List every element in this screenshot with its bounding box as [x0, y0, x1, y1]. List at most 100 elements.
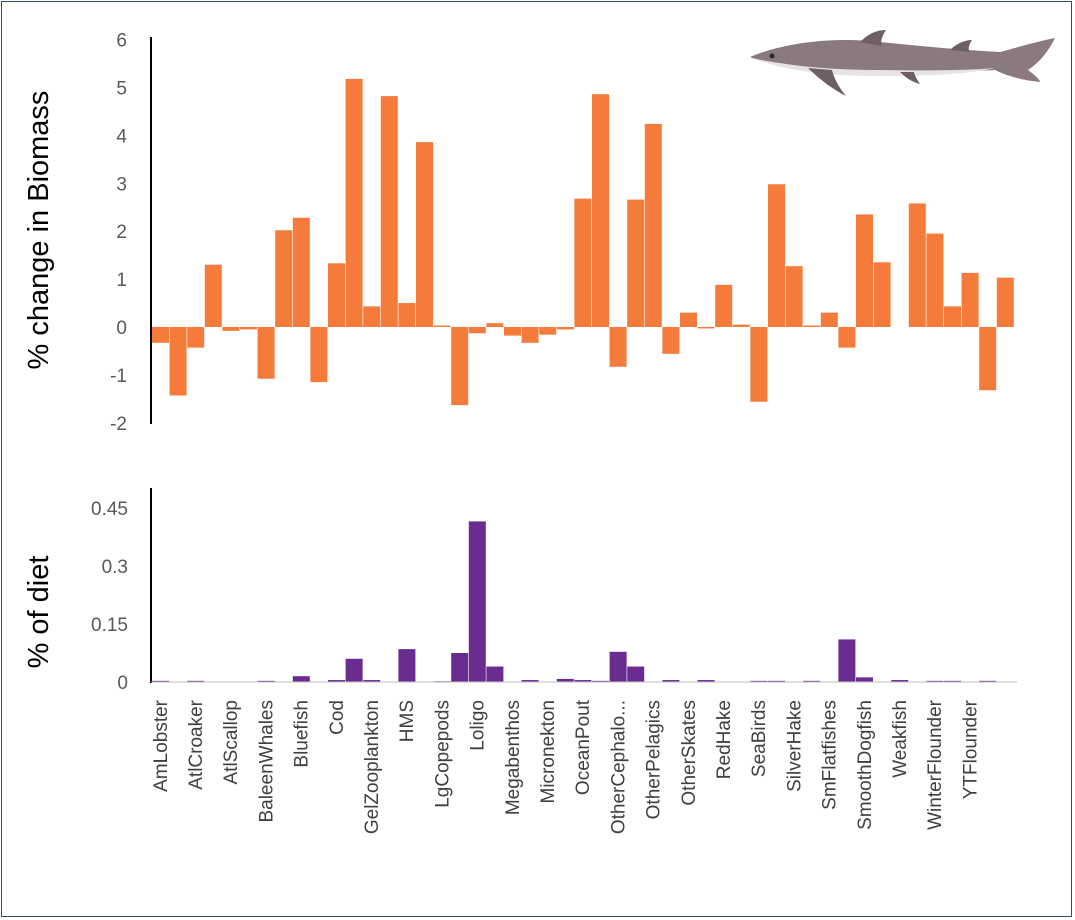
- category-label: GelZooplankton: [362, 700, 383, 834]
- biomass-bar: [398, 303, 416, 327]
- diet-bar: [521, 680, 539, 682]
- biomass-bar: [152, 327, 169, 343]
- category-label: AtlCroaker: [186, 699, 207, 789]
- biomass-y-tick-label: 0: [116, 318, 127, 339]
- diet-bar: [468, 521, 486, 682]
- diet-bar: [627, 666, 645, 682]
- category-label: OtherPelagics: [644, 700, 665, 819]
- category-label: LgCopepods: [432, 700, 453, 808]
- biomass-bar: [187, 327, 205, 348]
- biomass-bar: [856, 214, 873, 327]
- category-label: AtlScallop: [221, 700, 242, 785]
- category-label: Bluefish: [292, 700, 313, 768]
- diet-chart: % of diet 0.45 0.3 0.15 0: [23, 488, 1017, 694]
- diet-bar: [363, 680, 381, 682]
- biomass-y-tick-label: 1: [116, 270, 127, 291]
- diet-bar: [750, 680, 768, 682]
- category-label: HMS: [397, 700, 418, 742]
- category-label: OtherCephalo...: [608, 700, 629, 834]
- category-label: SeaBirds: [749, 700, 770, 777]
- biomass-bar: [275, 230, 293, 327]
- biomass-bar: [873, 262, 891, 327]
- biomass-bar: [944, 306, 961, 327]
- biomass-bar: [521, 327, 539, 343]
- biomass-bar: [504, 327, 521, 336]
- diet-y-tick-label: 0.45: [91, 499, 128, 520]
- biomass-bar: [240, 327, 257, 330]
- category-label: YTFlounder: [960, 699, 981, 799]
- biomass-bar: [803, 325, 821, 327]
- biomass-y-tick-label: 4: [116, 126, 127, 147]
- biomass-bar: [908, 203, 926, 327]
- diet-bar: [398, 649, 416, 682]
- biomass-bar: [697, 327, 715, 329]
- biomass-chart: % change in Biomass 6 5 4 3 2 1 0 -1 -2: [23, 31, 1014, 435]
- category-label: SilverHake: [784, 700, 805, 792]
- diet-bar: [768, 680, 785, 682]
- diet-y-tick-label: 0.15: [91, 615, 128, 636]
- biomass-y-tick-label: 5: [116, 79, 127, 100]
- biomass-bar: [574, 198, 592, 327]
- diet-bar: [451, 652, 469, 682]
- diet-bar: [328, 680, 345, 682]
- diet-bar: [187, 680, 205, 682]
- diet-bar: [926, 680, 944, 682]
- biomass-bar: [416, 142, 433, 327]
- biomass-bar: [380, 96, 398, 327]
- diet-y-tick-label: 0: [117, 673, 128, 694]
- biomass-bar: [451, 327, 469, 406]
- diet-bar: [292, 676, 310, 682]
- biomass-bar: [169, 327, 187, 396]
- category-label: Micronekton: [538, 700, 559, 804]
- biomass-bar: [328, 263, 345, 327]
- diet-y-tick-label: 0.3: [102, 557, 128, 578]
- biomass-bar: [539, 327, 557, 335]
- biomass-y-tick-label: 3: [116, 174, 127, 195]
- biomass-bar: [468, 327, 486, 334]
- biomass-bar: [292, 217, 310, 327]
- diet-bar: [979, 680, 997, 682]
- biomass-bar: [556, 327, 574, 330]
- biomass-bar: [363, 306, 381, 327]
- biomass-bar: [433, 325, 451, 327]
- diet-bar: [944, 680, 961, 682]
- dogfish-shark-illustration: [750, 30, 1055, 96]
- biomass-bar: [204, 264, 222, 327]
- diet-bar: [803, 680, 821, 682]
- category-labels: AmLobster AtlCroaker AtlScallop BaleenWhale…: [151, 699, 982, 834]
- diet-bar: [152, 680, 169, 682]
- category-label: RedHake: [714, 700, 735, 779]
- biomass-bar: [257, 327, 275, 379]
- biomass-bar: [715, 284, 733, 327]
- biomass-bar: [609, 327, 627, 367]
- diet-bar: [662, 680, 680, 682]
- biomass-bar: [592, 94, 609, 328]
- biomass-bar: [768, 184, 785, 327]
- category-label: OtherSkates: [679, 700, 700, 806]
- diet-y-axis-label: % of diet: [23, 556, 55, 669]
- category-label: SmFlatfishes: [820, 700, 841, 810]
- category-label: SmoothDogfish: [855, 700, 876, 830]
- biomass-bar: [926, 233, 944, 327]
- biomass-bar: [979, 327, 997, 391]
- diet-bar: [574, 680, 592, 682]
- biomass-y-tick-label: 6: [116, 31, 127, 52]
- biomass-bar: [820, 312, 838, 327]
- biomass-bar: [961, 272, 979, 327]
- biomass-bar: [662, 327, 680, 354]
- diet-bar: [486, 666, 504, 682]
- category-label: WinterFlounder: [925, 699, 946, 830]
- category-label: Megabenthos: [503, 700, 524, 815]
- biomass-bar: [627, 199, 645, 327]
- biomass-bar: [750, 327, 768, 402]
- category-label: AmLobster: [151, 699, 172, 792]
- biomass-y-axis-label: % change in Biomass: [23, 91, 55, 370]
- biomass-bar: [996, 277, 1014, 327]
- biomass-bar: [310, 327, 328, 383]
- biomass-bar: [785, 266, 803, 327]
- biomass-y-tick-label: -1: [110, 366, 127, 387]
- biomass-bar: [644, 123, 662, 328]
- biomass-bar: [732, 324, 750, 327]
